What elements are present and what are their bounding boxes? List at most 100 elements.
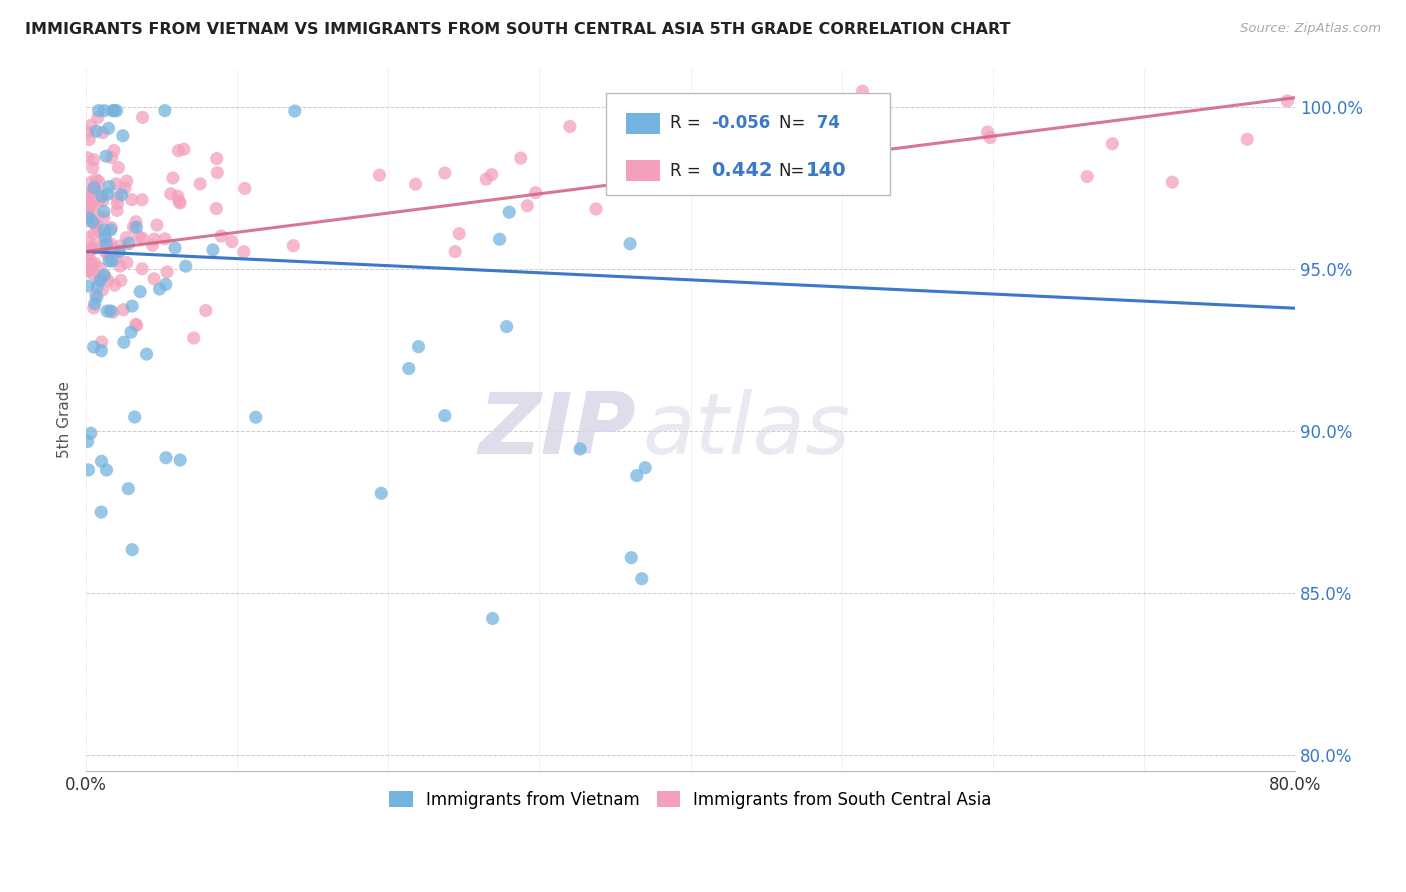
Point: [700, 134, 723, 148]
Point: [77, 197, 100, 211]
Point: [125, 318, 148, 332]
Point: [111, 128, 134, 143]
Text: ZIP: ZIP: [478, 389, 636, 472]
Point: [233, 181, 256, 195]
Point: [82, 194, 104, 208]
Point: [90, 454, 112, 468]
Point: [121, 299, 143, 313]
Point: [153, 103, 176, 118]
Point: [115, 255, 138, 269]
Point: [209, 229, 232, 244]
Point: [77, 463, 100, 477]
Point: [495, 319, 517, 334]
Point: [115, 174, 138, 188]
Point: [107, 245, 129, 260]
Point: [83, 227, 105, 241]
Point: [77, 125, 100, 139]
Point: [82, 184, 104, 198]
Point: [101, 103, 124, 118]
Point: [87, 273, 110, 287]
Point: [837, 182, 859, 196]
Point: [94, 230, 117, 244]
Point: [76, 192, 98, 206]
Point: [201, 243, 224, 257]
Point: [159, 186, 181, 201]
Point: [630, 572, 652, 586]
Point: [79, 199, 101, 213]
Point: [103, 103, 125, 118]
Point: [97, 274, 120, 288]
Point: [205, 202, 228, 216]
Point: [96, 463, 118, 477]
Text: 74: 74: [811, 114, 841, 132]
Point: [110, 274, 132, 288]
Point: [96, 304, 118, 318]
Point: [94, 269, 117, 284]
Point: [97, 238, 120, 252]
Point: [76, 202, 98, 217]
Point: [84, 287, 107, 301]
Point: [488, 232, 510, 246]
Point: [77, 279, 100, 293]
Point: [86, 173, 108, 187]
Point: [94, 244, 117, 259]
Point: [83, 301, 105, 315]
FancyBboxPatch shape: [606, 93, 890, 195]
Legend: Immigrants from Vietnam, Immigrants from South Central Asia: Immigrants from Vietnam, Immigrants from…: [382, 784, 998, 816]
Point: [169, 453, 191, 467]
Bar: [627, 113, 661, 134]
Point: [87, 194, 110, 208]
Point: [107, 196, 129, 211]
Point: [1076, 169, 1098, 184]
Point: [98, 179, 121, 194]
Point: [283, 238, 305, 252]
Text: N=: N=: [779, 161, 806, 179]
Point: [131, 231, 153, 245]
Point: [76, 231, 98, 245]
Point: [97, 243, 120, 257]
Point: [93, 204, 115, 219]
Point: [1277, 94, 1299, 108]
Point: [128, 230, 150, 244]
Point: [125, 220, 148, 235]
Point: [398, 361, 420, 376]
Point: [626, 468, 648, 483]
Point: [207, 166, 229, 180]
Point: [188, 177, 211, 191]
Point: [86, 290, 108, 304]
Point: [103, 144, 125, 158]
Text: R =: R =: [671, 161, 711, 179]
Point: [83, 153, 105, 167]
Point: [97, 248, 120, 262]
Point: [114, 181, 136, 195]
Point: [83, 296, 105, 310]
Point: [143, 232, 166, 246]
Point: [77, 211, 100, 225]
Point: [976, 125, 998, 139]
Point: [104, 278, 127, 293]
Point: [1161, 175, 1184, 189]
Point: [444, 244, 467, 259]
Point: [79, 243, 101, 257]
Point: [718, 102, 741, 116]
Point: [82, 215, 104, 229]
Point: [669, 146, 692, 161]
Point: [370, 486, 392, 500]
Point: [121, 193, 143, 207]
Point: [77, 132, 100, 146]
Point: [77, 213, 100, 227]
Point: [162, 171, 184, 186]
Point: [91, 189, 114, 203]
Point: [498, 205, 520, 219]
Point: [83, 340, 105, 354]
Point: [76, 194, 98, 208]
Point: [433, 409, 456, 423]
Point: [155, 450, 177, 465]
Point: [108, 239, 131, 253]
Point: [142, 238, 165, 252]
Point: [93, 210, 115, 224]
Point: [1236, 132, 1258, 146]
Point: [82, 161, 104, 175]
Point: [131, 111, 153, 125]
Point: [620, 550, 643, 565]
